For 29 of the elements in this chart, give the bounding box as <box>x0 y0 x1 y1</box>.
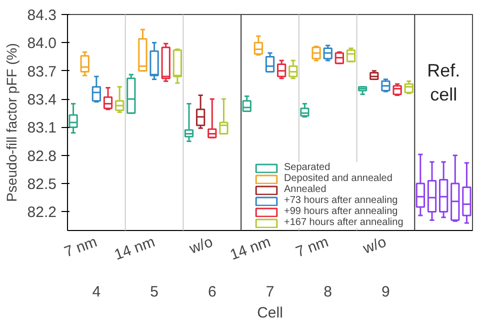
text: 8 <box>324 284 332 300</box>
x-axis-title: Cell <box>257 304 283 322</box>
legend-label: Annealed <box>284 184 326 195</box>
x-tick-label: w/o <box>186 234 216 258</box>
y-tick-label: 82.2 <box>27 204 57 222</box>
y-tick-label: 82.5 <box>27 176 57 194</box>
x-tick-label: w/o <box>360 234 389 258</box>
x-tick-label: 14 nm <box>112 234 158 264</box>
y-tick-label: 84.0 <box>27 35 57 52</box>
text: 6 <box>208 284 216 300</box>
text: 9 <box>382 284 390 300</box>
annotation: Ref. cell <box>427 60 460 104</box>
y-axis-title: Pseudo-fill factor pFF (%) <box>3 43 20 202</box>
x-tick-label: 7 nm <box>62 234 100 261</box>
legend-label: Separated <box>284 162 330 173</box>
legend-label: +99 hours after annealing <box>284 206 398 217</box>
y-tick-label: 83.7 <box>27 63 57 80</box>
text: 4 <box>92 284 101 300</box>
legend-label: Deposited and annealed <box>284 173 392 184</box>
y-tick-label: 84.3 <box>27 7 57 24</box>
y-tick-label: 83.1 <box>27 120 57 137</box>
text: 5 <box>150 284 158 300</box>
x-tick-label: 14 nm <box>228 234 273 264</box>
text: 7 <box>266 284 274 300</box>
y-tick-label: 83.4 <box>27 92 57 109</box>
legend-label: +167 hours after annealing <box>284 217 404 228</box>
x-tick-label: 7 nm <box>294 234 331 261</box>
y-tick-label: 82.8 <box>27 148 57 165</box>
legend-label: +73 hours after annealing <box>284 195 398 206</box>
